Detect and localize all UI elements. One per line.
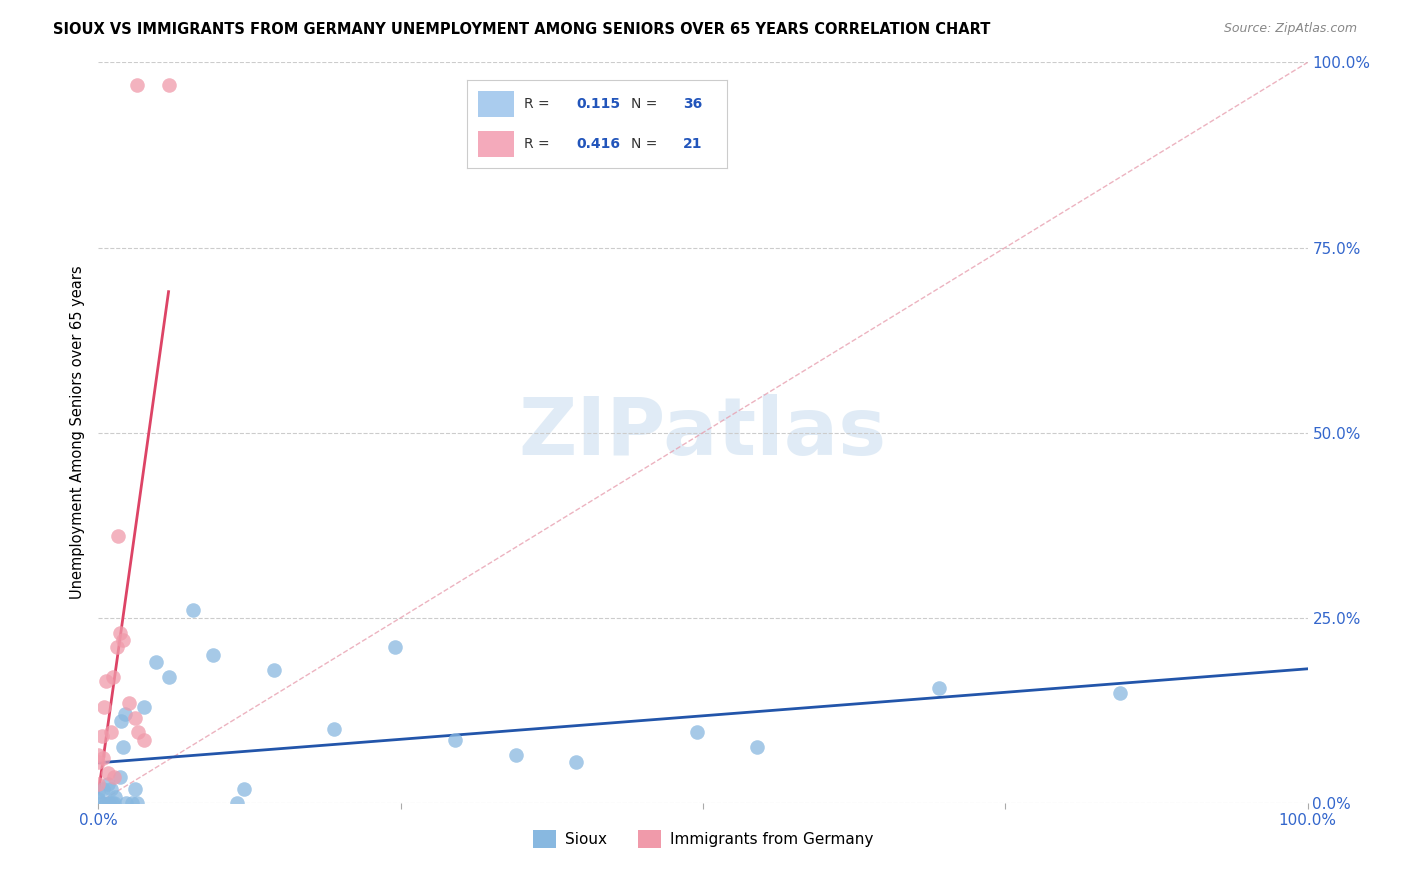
Point <box>87 755 110 769</box>
Point <box>134 732 156 747</box>
Text: Source: ZipAtlas.com: Source: ZipAtlas.com <box>1223 22 1357 36</box>
Point <box>134 699 156 714</box>
Point <box>747 740 769 755</box>
Point <box>94 796 117 810</box>
Point <box>108 625 131 640</box>
Point <box>87 777 110 791</box>
Point <box>118 696 141 710</box>
Point <box>93 699 115 714</box>
Point <box>91 751 114 765</box>
Point <box>202 648 225 662</box>
Point <box>145 655 167 669</box>
Point <box>87 785 110 799</box>
Point <box>110 714 132 729</box>
Point <box>505 747 527 762</box>
Point <box>87 792 110 806</box>
Y-axis label: Unemployment Among Seniors over 65 years: Unemployment Among Seniors over 65 years <box>70 266 86 599</box>
Point <box>91 782 114 797</box>
Point <box>928 681 950 695</box>
Point <box>98 796 121 810</box>
Point <box>127 796 149 810</box>
Point <box>101 670 124 684</box>
Point <box>100 796 122 810</box>
Point <box>91 796 114 810</box>
Point <box>108 770 131 784</box>
Point <box>114 706 136 721</box>
Point <box>103 770 125 784</box>
Point <box>127 725 149 739</box>
Point <box>127 78 149 92</box>
Point <box>94 673 117 688</box>
Point <box>686 725 709 739</box>
Point <box>111 632 134 647</box>
Point <box>87 747 110 762</box>
Text: SIOUX VS IMMIGRANTS FROM GERMANY UNEMPLOYMENT AMONG SENIORS OVER 65 YEARS CORREL: SIOUX VS IMMIGRANTS FROM GERMANY UNEMPLO… <box>53 22 991 37</box>
Point <box>103 796 125 810</box>
Point <box>232 782 254 797</box>
Point <box>104 789 127 804</box>
Point <box>100 725 122 739</box>
Text: ZIPatlas: ZIPatlas <box>519 393 887 472</box>
Point <box>124 782 146 797</box>
Point <box>157 670 180 684</box>
Point <box>97 777 120 791</box>
Point <box>226 796 249 810</box>
Point <box>97 766 120 780</box>
Point <box>384 640 406 655</box>
Point <box>105 640 128 655</box>
Point <box>323 722 346 736</box>
Point <box>121 796 143 810</box>
Point <box>565 755 588 769</box>
Point <box>100 782 122 797</box>
Point <box>444 732 467 747</box>
Point <box>157 78 180 92</box>
Point <box>263 663 285 677</box>
Legend: Sioux, Immigrants from Germany: Sioux, Immigrants from Germany <box>527 823 879 855</box>
Point <box>1109 686 1132 700</box>
Point <box>124 711 146 725</box>
Point <box>181 603 204 617</box>
Point <box>111 740 134 755</box>
Point <box>107 529 129 543</box>
Point <box>91 729 114 743</box>
Point <box>115 796 138 810</box>
